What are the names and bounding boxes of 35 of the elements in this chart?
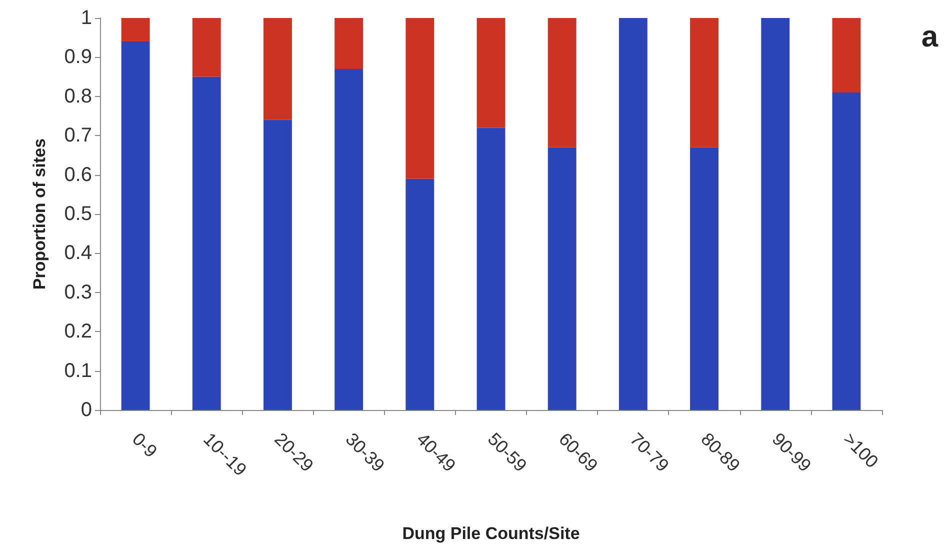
bar bbox=[121, 18, 150, 42]
bar bbox=[334, 18, 364, 69]
bar bbox=[548, 147, 576, 410]
y-tick-label: 0.1 bbox=[64, 360, 92, 382]
x-axis-title: Dung Pile Counts/Site bbox=[402, 524, 580, 543]
y-axis-title: Proportion of sites bbox=[30, 138, 49, 290]
y-tick-label: 0.8 bbox=[64, 85, 92, 108]
bar bbox=[264, 18, 292, 120]
bar bbox=[690, 147, 718, 410]
bar bbox=[334, 68, 364, 410]
bar bbox=[406, 18, 434, 179]
bar bbox=[264, 120, 292, 410]
bar bbox=[618, 18, 648, 410]
bar bbox=[192, 76, 221, 410]
y-tick-label: 0.2 bbox=[64, 320, 92, 343]
y-tick-label: 0.9 bbox=[64, 46, 92, 68]
bar bbox=[476, 128, 506, 410]
y-tick-label: 0 bbox=[80, 399, 92, 421]
bar bbox=[832, 18, 861, 92]
y-tick-label: 0.4 bbox=[64, 242, 92, 264]
text: a bbox=[921, 20, 938, 54]
x-tick-label: 0-9 bbox=[128, 428, 161, 462]
bar bbox=[548, 18, 576, 148]
bar bbox=[192, 18, 221, 77]
bar bbox=[690, 18, 718, 148]
bar bbox=[121, 42, 150, 410]
bar bbox=[406, 178, 434, 410]
bar bbox=[832, 92, 861, 410]
y-tick-label: 0.6 bbox=[64, 164, 92, 186]
y-tick-label: 0.7 bbox=[64, 124, 92, 147]
y-tick-label: 0.3 bbox=[64, 281, 92, 304]
y-tick-label: 1 bbox=[80, 7, 92, 29]
bar bbox=[476, 18, 506, 128]
bar bbox=[761, 18, 790, 410]
y-tick-label: 0.5 bbox=[64, 203, 92, 225]
